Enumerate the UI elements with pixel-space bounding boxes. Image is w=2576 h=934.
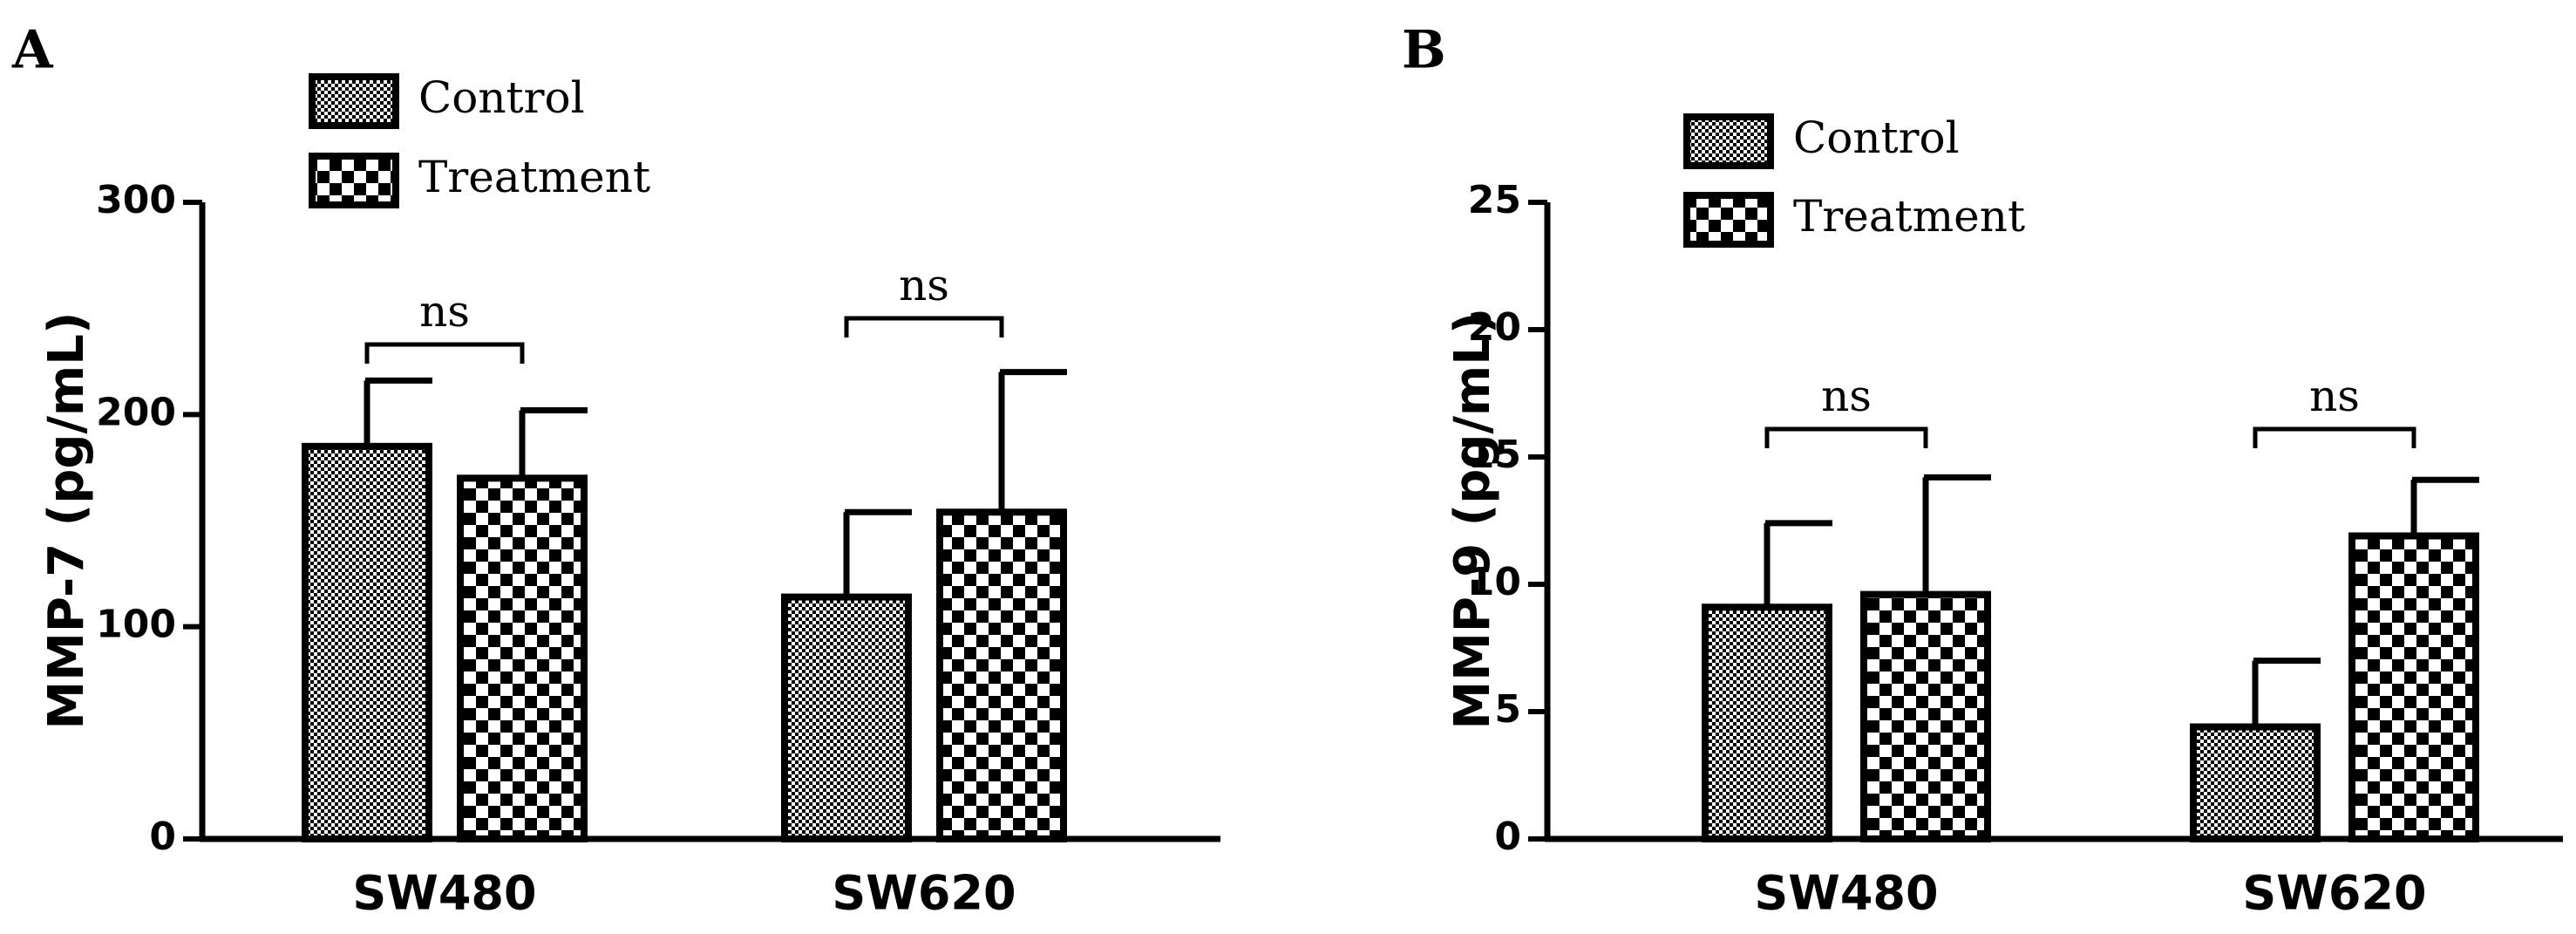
- y-tick-label: 10: [1468, 560, 1521, 604]
- significance-bracket: [844, 316, 1004, 337]
- x-tick-label: SW620: [832, 866, 1016, 921]
- bar-treatment-sw480: [1860, 590, 1991, 842]
- legend-label: Treatment: [1793, 191, 2025, 242]
- y-tick-label: 25: [1468, 178, 1521, 222]
- significance-bracket: [1764, 426, 1928, 448]
- legend-label: Treatment: [418, 152, 650, 202]
- y-axis-label: MMP-7 (pg/mL): [38, 311, 95, 729]
- significance-bracket: [364, 342, 525, 364]
- legend-swatch: [1683, 113, 1774, 169]
- bar-control-sw480: [1702, 603, 1832, 843]
- legend-swatch: [309, 73, 399, 129]
- significance-label: ns: [2309, 371, 2360, 421]
- significance-label: ns: [419, 286, 470, 337]
- significance-label: ns: [1821, 371, 1872, 421]
- bar-treatment-sw620: [936, 508, 1067, 842]
- significance-label: ns: [899, 260, 949, 310]
- x-tick-label: SW620: [2242, 866, 2426, 921]
- bar-treatment-sw620: [2348, 532, 2479, 843]
- legend-label: Control: [1793, 112, 1960, 163]
- significance-bracket: [2253, 426, 2416, 448]
- panel-letter: B: [1402, 20, 1446, 81]
- y-tick-label: 0: [1494, 815, 1521, 859]
- bar-control-sw620: [781, 593, 912, 842]
- y-tick-label: 0: [149, 815, 176, 859]
- y-tick-label: 300: [96, 178, 176, 222]
- y-tick-label: 20: [1468, 305, 1521, 350]
- panel-b: B 0 5 10 15 20 25 MMP-9 (pg/mL) ns SW480 ns SW620 Co…: [1402, 20, 2563, 921]
- x-tick-label: SW480: [352, 866, 536, 921]
- bar-control-sw480: [302, 442, 432, 842]
- bar-treatment-sw480: [457, 474, 588, 842]
- panel-letter: A: [11, 20, 54, 81]
- panel-a: A 0 100 200 300 MMP-7 (pg/mL) ns SW480 ns SW620 Co…: [11, 20, 1220, 921]
- bar-control-sw620: [2190, 723, 2321, 843]
- y-tick-label: 100: [96, 603, 176, 647]
- y-axis-label: MMP-9 (pg/mL): [1444, 311, 1501, 729]
- y-tick-label: 5: [1494, 687, 1521, 732]
- x-tick-label: SW480: [1754, 866, 1938, 921]
- legend-swatch: [1683, 192, 1774, 248]
- legend-label: Control: [418, 72, 585, 123]
- y-tick-label: 15: [1468, 433, 1521, 477]
- y-tick-label: 200: [96, 390, 176, 434]
- legend-swatch: [309, 153, 399, 208]
